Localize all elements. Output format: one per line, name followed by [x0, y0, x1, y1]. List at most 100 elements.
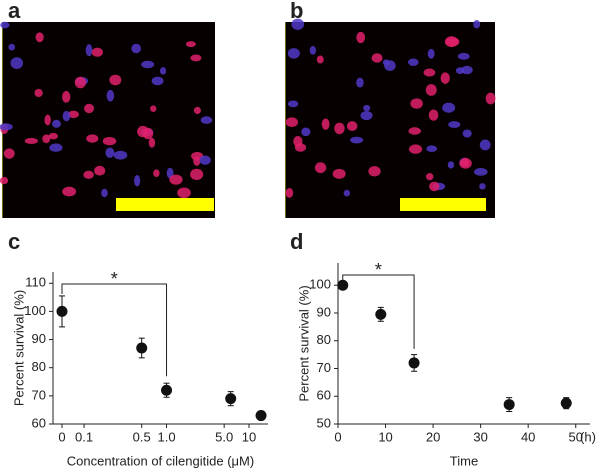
cell	[285, 187, 294, 198]
y-tick-label: 50	[317, 415, 331, 430]
data-point	[408, 357, 420, 369]
cell	[62, 110, 71, 122]
cell	[169, 174, 183, 185]
cell	[423, 68, 436, 77]
cell	[105, 147, 115, 158]
cell	[153, 169, 160, 178]
cell	[151, 76, 164, 86]
cell	[384, 60, 396, 71]
cell	[190, 54, 202, 62]
cell	[199, 155, 211, 165]
y-tick-label: 80	[317, 332, 331, 347]
cell	[62, 186, 77, 197]
y-axis-label: Percent survival (%)	[11, 290, 26, 406]
data-point	[337, 279, 349, 291]
cell	[461, 65, 473, 75]
cell	[3, 148, 15, 159]
cell	[8, 43, 16, 51]
data-point	[255, 410, 267, 422]
y-tick-label: 80	[32, 359, 46, 374]
x-tick-label: 1.0	[157, 429, 175, 444]
cell	[316, 55, 324, 64]
x-axis-label: Time	[450, 453, 478, 468]
x-unit-label: (h)	[580, 429, 596, 444]
x-axis-label: Concentration of cilengitide (μM)	[67, 453, 254, 468]
cell	[455, 67, 465, 74]
x-tick-label: 0	[58, 429, 65, 444]
x-tick-label: 10	[242, 429, 256, 444]
cell	[193, 106, 201, 115]
y-tick-label: 60	[317, 388, 331, 403]
cell	[177, 187, 191, 199]
cell	[461, 157, 470, 167]
micrograph-b	[285, 22, 495, 218]
cell	[363, 104, 371, 112]
y-tick-label: 60	[32, 415, 46, 430]
cell	[332, 168, 346, 179]
micrographs	[0, 18, 496, 218]
x-tick-label: 0	[334, 429, 341, 444]
bracket	[61, 283, 168, 377]
cell	[371, 53, 383, 63]
cell	[356, 77, 364, 88]
cell	[0, 176, 9, 185]
scale-bar	[400, 198, 486, 211]
cell	[44, 114, 51, 126]
cell	[446, 37, 460, 47]
cell	[131, 43, 141, 54]
cell	[408, 58, 419, 66]
x-tick-label: 0.5	[133, 429, 151, 444]
cell	[448, 121, 461, 128]
cell	[485, 92, 496, 105]
annotation: *	[375, 260, 382, 280]
cell	[368, 166, 381, 177]
y-tick-label: 100	[309, 277, 331, 292]
cell	[190, 168, 204, 181]
y-tick-label: 100	[24, 303, 46, 318]
cell	[287, 100, 299, 108]
cell	[408, 127, 421, 135]
micrograph-a	[2, 22, 215, 218]
cell	[62, 91, 71, 103]
cell	[356, 31, 366, 44]
cell	[479, 139, 491, 151]
cell	[343, 189, 351, 197]
annotation: *	[111, 269, 118, 289]
cell	[314, 162, 327, 174]
cell	[301, 127, 311, 137]
cell	[350, 136, 364, 144]
y-tick-label: 110	[25, 275, 46, 290]
cell	[294, 143, 307, 152]
cell	[334, 122, 345, 135]
cell	[148, 137, 156, 148]
y-tick-label: 70	[32, 387, 46, 402]
cell	[102, 136, 117, 146]
cell	[442, 102, 456, 113]
y-axis-label: Percent survival (%)	[296, 285, 311, 401]
data-point	[560, 397, 572, 409]
scale-bar	[116, 198, 214, 211]
x-tick-label: 30	[473, 429, 487, 444]
cell	[160, 67, 167, 75]
x-tick-label: 20	[426, 429, 440, 444]
cell	[287, 48, 300, 59]
data-point	[503, 399, 515, 411]
cell	[200, 116, 213, 124]
panel-label: a	[8, 0, 21, 23]
panel-label: c	[8, 229, 20, 254]
panel-label: d	[290, 229, 303, 254]
x-tick-label: 0.1	[75, 429, 93, 444]
cell	[479, 183, 486, 190]
cell	[457, 52, 470, 60]
cell	[74, 76, 87, 89]
cell	[35, 32, 44, 43]
cell	[24, 137, 38, 145]
cell	[447, 161, 455, 169]
cell	[42, 134, 51, 144]
cell	[109, 74, 122, 86]
cell	[462, 129, 472, 138]
cell	[68, 110, 79, 119]
cell	[426, 172, 434, 181]
